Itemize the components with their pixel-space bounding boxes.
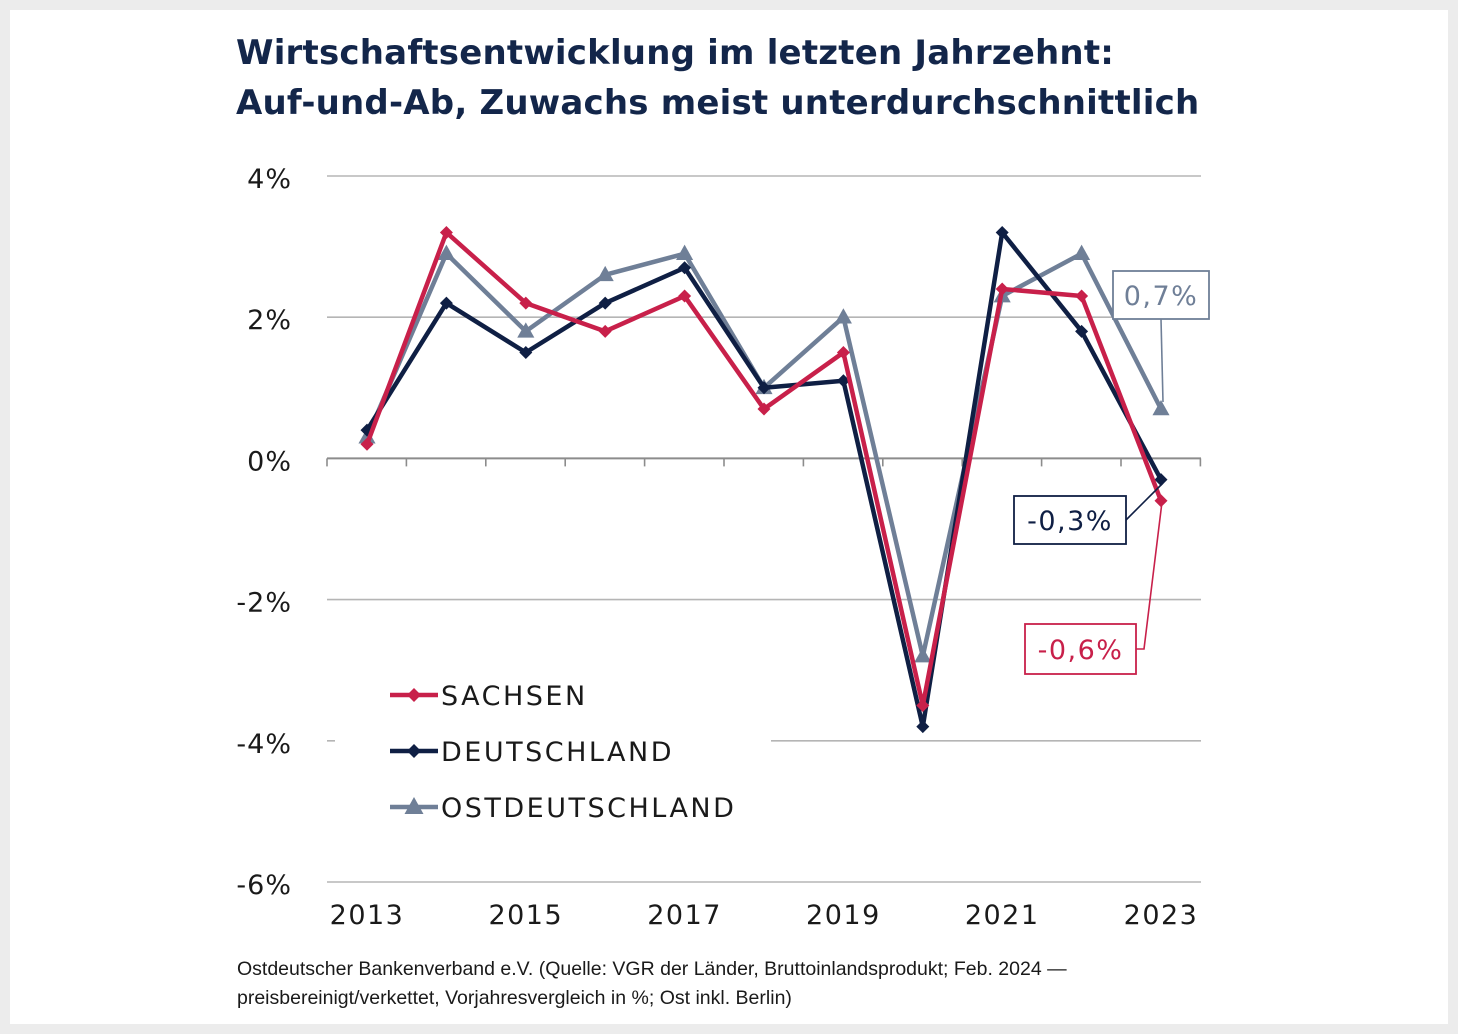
y-tick-label: 2% [247,305,292,336]
legend-marker-diamond [407,688,421,702]
data-point-diamond [360,437,374,451]
chart-title-line-2: Auf-und-Ab, Zuwachs meist unterdurchschn… [236,83,1200,123]
source-note-line-2: preisbereinigt/verkettet, Vorjahresvergl… [237,987,792,1009]
annotation-label: 0,7% [1124,281,1199,312]
x-tick-label: 2015 [488,900,563,931]
x-tick-label: 2013 [330,900,405,931]
y-tick-label: 0% [247,446,292,477]
data-point-triangle [914,647,932,663]
chart-title: Wirtschaftsentwicklung im letzten Jahrze… [236,28,1199,128]
annotation-box [1013,495,1127,545]
data-point-diamond [598,296,612,310]
data-point-diamond [836,374,850,388]
data-point-triangle [834,308,852,324]
data-point-triangle [596,265,614,282]
source-note: Ostdeutscher Bankenverband e.V. (Quelle:… [237,955,1067,1013]
x-tick-label: 2023 [1124,900,1199,931]
y-tick-label: -4% [236,729,292,760]
chart-title-line-1: Wirtschaftsentwicklung im letzten Jahrze… [236,33,1115,73]
data-point-diamond [678,289,692,303]
annotation-leader-line [1125,482,1164,521]
data-point-diamond [519,346,533,359]
annotation-box [1112,270,1210,320]
legend-item-ostdeutschland: OSTDEUTSCHLAND [390,793,736,824]
x-axis-tick-labels: 2013 2015 2017 2019 2021 2023 [330,900,1199,931]
annotation-deutschland: -0,3% [1013,482,1164,545]
series-deutschland [360,225,1168,734]
x-axis [326,457,1202,467]
y-axis-tick-labels: 4% 2% 0% -2% -4% -6% [236,164,292,901]
data-point-diamond [1154,473,1168,487]
data-point-diamond [916,699,930,712]
data-point-diamond [1075,289,1089,303]
data-point-diamond [519,296,533,310]
annotation-label: -0,3% [1027,506,1113,537]
annotation-box [1024,623,1137,675]
series-line-ostdeutschland [364,251,1164,659]
legend-item-deutschland: DEUTSCHLAND [390,737,674,768]
data-point-diamond [439,296,453,310]
legend-label: OSTDEUTSCHLAND [441,793,736,824]
data-point-diamond [916,720,930,734]
data-series [358,225,1170,734]
data-point-diamond [1075,324,1089,338]
x-tick-label: 2017 [647,900,722,931]
series-sachsen [360,225,1168,712]
legend-label: DEUTSCHLAND [441,737,674,768]
data-point-diamond [439,225,453,239]
data-point-diamond [836,346,850,359]
data-point-diamond [757,381,771,395]
legend-item-sachsen: SACHSEN [390,681,588,712]
data-point-triangle [676,244,694,260]
data-point-triangle [1152,399,1170,416]
annotation-leader-line [1160,318,1164,403]
data-point-diamond [757,402,771,416]
annotation-ostdeutschland: 0,7% [1112,270,1210,403]
data-point-diamond [598,324,612,338]
legend-label: SACHSEN [441,681,588,712]
x-tick-label: 2021 [965,900,1040,931]
data-annotations: 0,7% -0,3% -0,6% [1013,270,1210,675]
annotation-leader-line [1136,501,1163,650]
data-point-diamond [1154,494,1168,508]
data-point-diamond [995,282,1009,296]
annotation-sachsen: -0,6% [1024,501,1163,675]
data-point-diamond [678,261,692,275]
data-point-triangle [517,322,535,338]
source-note-line-1: Ostdeutscher Bankenverband e.V. (Quelle:… [237,958,1067,980]
y-tick-label: -6% [236,870,292,901]
chart-card [10,10,1448,1024]
y-tick-label: -2% [236,588,292,619]
legend: SACHSEN DEUTSCHLAND OSTDEUTSCHLAND [390,681,736,824]
data-point-triangle [437,244,455,260]
data-point-triangle [1073,244,1091,260]
y-tick-label: 4% [247,164,292,195]
x-tick-label: 2019 [806,900,881,931]
legend-marker-triangle [404,797,424,814]
data-point-diamond [995,225,1009,239]
annotation-label: -0,6% [1038,635,1124,666]
legend-marker-diamond [407,744,421,758]
